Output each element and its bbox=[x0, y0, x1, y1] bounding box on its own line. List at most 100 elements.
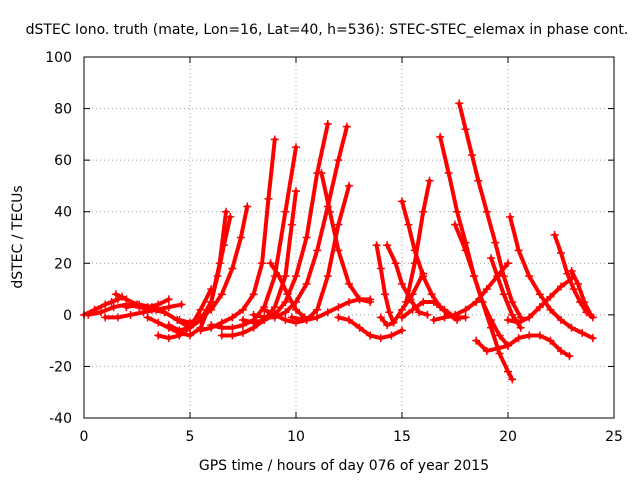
data-point-marker bbox=[323, 120, 332, 129]
data-point-marker bbox=[499, 290, 508, 299]
data-point-marker bbox=[101, 300, 110, 309]
data-point-marker bbox=[504, 367, 512, 376]
chart-title: dSTEC Iono. truth (mate, Lon=16, Lat=40,… bbox=[26, 22, 629, 38]
data-point-marker bbox=[588, 334, 597, 343]
data-point-marker bbox=[467, 150, 476, 159]
data-point-marker bbox=[419, 207, 428, 216]
data-series bbox=[80, 99, 597, 384]
y-tick-label: 20 bbox=[54, 256, 72, 272]
series-line bbox=[378, 271, 426, 328]
data-point-marker bbox=[249, 310, 258, 319]
data-point-marker bbox=[557, 282, 565, 291]
data-point-marker bbox=[455, 99, 464, 108]
data-point-marker bbox=[580, 297, 589, 306]
data-point-marker bbox=[429, 297, 438, 306]
data-point-marker bbox=[143, 313, 152, 322]
data-point-marker bbox=[567, 267, 576, 276]
series-track bbox=[376, 269, 428, 330]
data-point-marker bbox=[535, 303, 544, 312]
data-point-marker bbox=[84, 310, 93, 319]
data-point-marker bbox=[249, 290, 258, 299]
data-point-marker bbox=[135, 300, 144, 309]
data-point-marker bbox=[504, 341, 512, 350]
data-point-marker bbox=[302, 279, 311, 288]
data-point-marker bbox=[302, 233, 311, 242]
data-point-marker bbox=[376, 334, 385, 343]
data-point-marker bbox=[196, 313, 205, 322]
x-axis-label: GPS time / hours of day 076 of year 2015 bbox=[199, 458, 489, 474]
data-point-marker bbox=[493, 272, 502, 281]
data-point-marker bbox=[440, 305, 449, 314]
series-line bbox=[177, 204, 250, 325]
data-point-marker bbox=[385, 308, 394, 317]
series-track bbox=[506, 212, 597, 343]
data-point-marker bbox=[508, 297, 517, 306]
data-point-marker bbox=[313, 313, 322, 322]
y-tick-label: 80 bbox=[54, 102, 72, 118]
data-point-marker bbox=[569, 285, 578, 294]
series-track bbox=[287, 295, 375, 325]
data-point-marker bbox=[451, 310, 459, 319]
data-point-marker bbox=[292, 272, 300, 281]
data-point-marker bbox=[482, 346, 491, 355]
data-point-marker bbox=[292, 187, 300, 196]
data-point-marker bbox=[470, 272, 479, 281]
data-point-marker bbox=[525, 313, 534, 322]
data-point-marker bbox=[177, 300, 186, 309]
series-track bbox=[402, 176, 434, 306]
data-point-marker bbox=[281, 308, 290, 317]
data-point-marker bbox=[228, 313, 237, 322]
data-point-marker bbox=[557, 248, 565, 257]
x-tick-label: 0 bbox=[80, 429, 89, 445]
data-point-marker bbox=[474, 176, 483, 185]
data-point-marker bbox=[334, 246, 343, 255]
data-point-marker bbox=[164, 334, 173, 343]
data-point-marker bbox=[461, 246, 470, 255]
data-point-marker bbox=[217, 331, 226, 340]
data-point-marker bbox=[126, 310, 135, 319]
data-point-marker bbox=[154, 318, 163, 327]
data-point-marker bbox=[264, 194, 273, 203]
data-point-marker bbox=[186, 331, 194, 340]
y-axis-label: dSTEC / TECUs bbox=[10, 185, 26, 288]
data-point-marker bbox=[122, 295, 131, 304]
data-point-marker bbox=[313, 305, 322, 314]
data-point-marker bbox=[402, 297, 411, 306]
data-point-marker bbox=[236, 233, 245, 242]
data-point-marker bbox=[317, 169, 326, 178]
data-point-marker bbox=[427, 290, 436, 299]
data-point-marker bbox=[506, 212, 515, 221]
data-point-marker bbox=[366, 295, 375, 304]
data-point-marker bbox=[565, 352, 574, 361]
data-point-marker bbox=[398, 197, 406, 206]
data-point-marker bbox=[147, 303, 156, 312]
data-point-marker bbox=[567, 323, 576, 332]
data-point-marker bbox=[408, 305, 417, 314]
data-point-marker bbox=[323, 272, 332, 281]
data-point-marker bbox=[495, 349, 504, 358]
data-point-marker bbox=[249, 318, 258, 327]
data-point-marker bbox=[366, 331, 375, 340]
data-point-marker bbox=[228, 331, 237, 340]
series-line bbox=[404, 178, 432, 304]
data-point-marker bbox=[516, 323, 525, 332]
data-point-marker bbox=[175, 316, 184, 325]
data-point-marker bbox=[425, 176, 434, 185]
data-point-marker bbox=[239, 305, 247, 314]
data-point-marker bbox=[281, 316, 290, 325]
data-point-marker bbox=[586, 310, 595, 319]
series-track bbox=[266, 259, 309, 322]
series-track bbox=[154, 285, 216, 343]
data-point-marker bbox=[287, 313, 296, 322]
data-point-marker bbox=[383, 321, 392, 330]
data-point-marker bbox=[260, 305, 269, 314]
data-point-marker bbox=[164, 321, 173, 330]
data-point-marker bbox=[491, 238, 500, 247]
data-point-marker bbox=[228, 264, 237, 273]
data-point-marker bbox=[270, 135, 279, 144]
data-point-marker bbox=[325, 207, 334, 216]
data-point-marker bbox=[222, 207, 231, 216]
data-point-marker bbox=[573, 279, 582, 288]
series-line bbox=[569, 269, 593, 317]
